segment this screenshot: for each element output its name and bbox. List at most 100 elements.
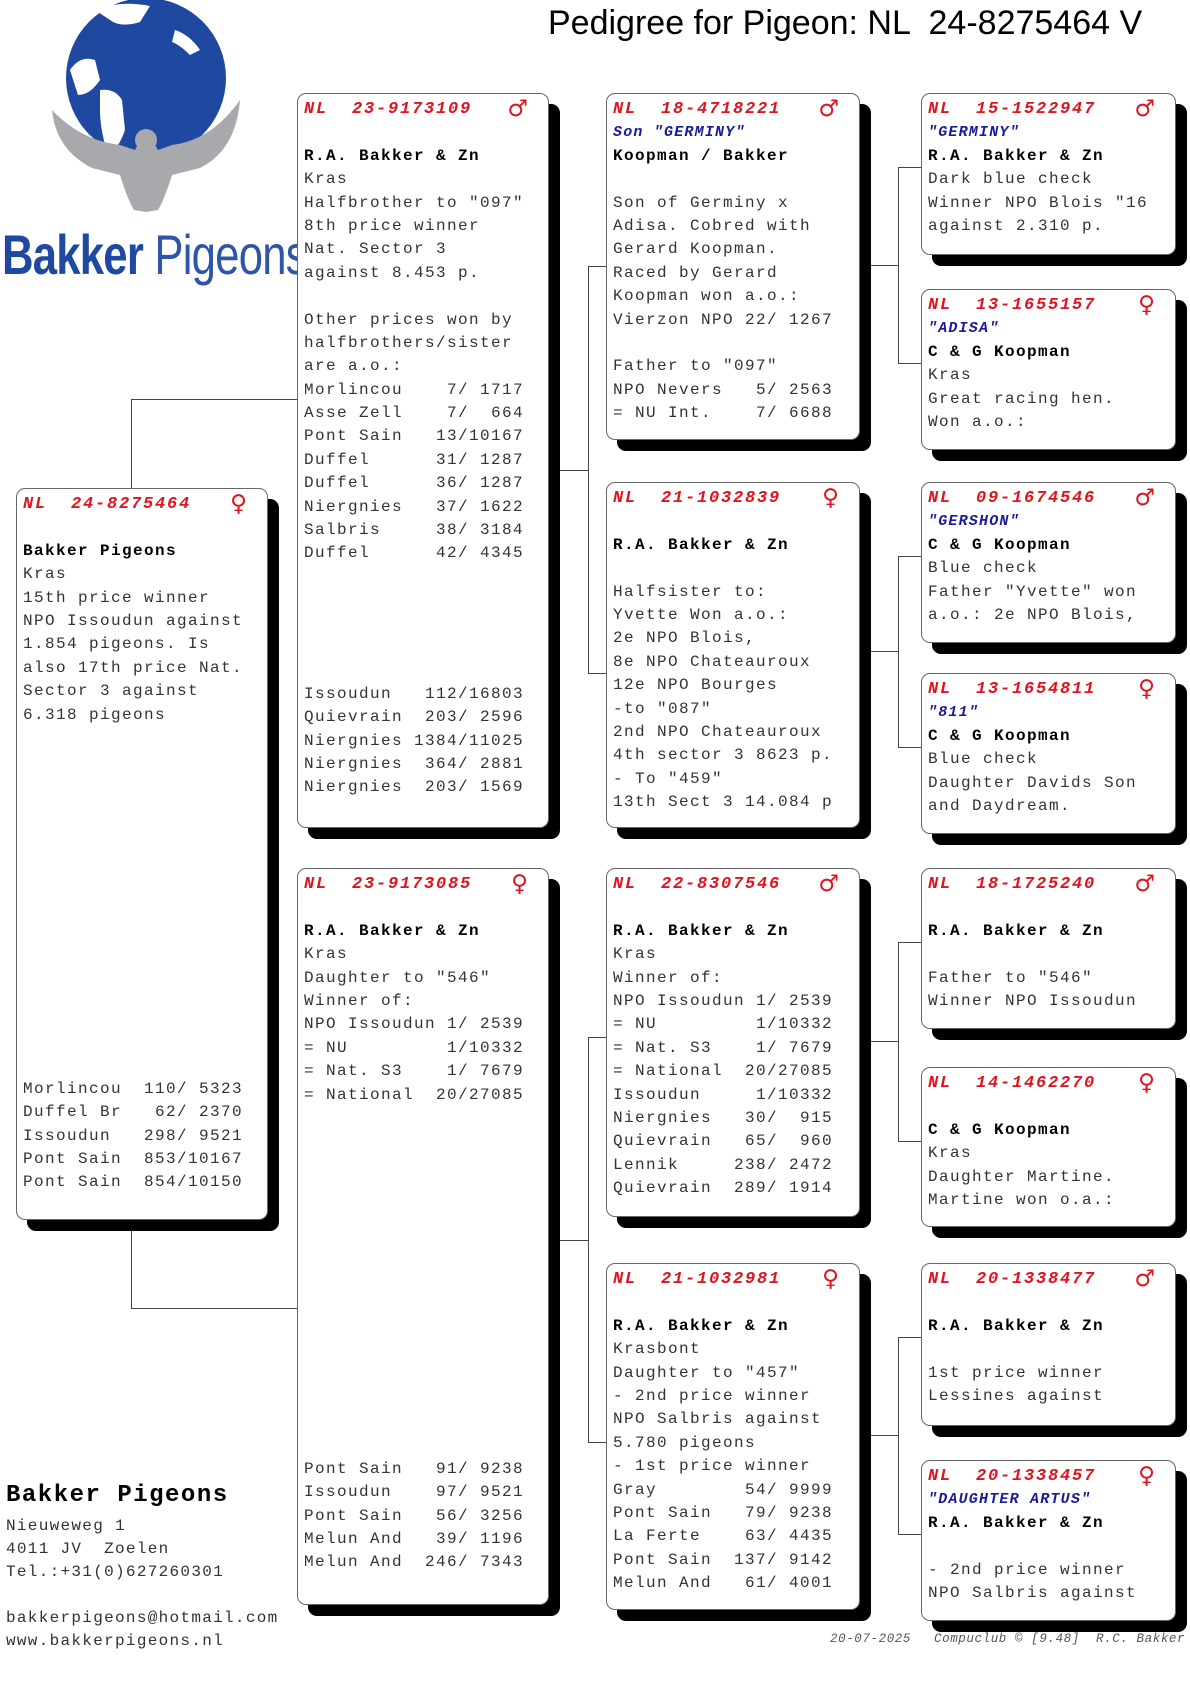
pigeon-info-line xyxy=(613,332,853,355)
pigeon-info-line: Kras xyxy=(928,1144,973,1163)
pedigree-connector-line xyxy=(588,1442,606,1443)
pigeon-info-line: Blue check xyxy=(928,559,1039,578)
pigeon-info-line: Gerard Koopman. xyxy=(613,240,779,259)
page-title: Pedigree for Pigeon: NL 24-8275464 V xyxy=(548,4,1143,42)
pigeon-info-line: Asse Zell 7/ 664 xyxy=(304,404,525,423)
pigeon-info-line: Niergnies 1384/11025 xyxy=(304,731,525,750)
pigeon-info-line: Dark blue check xyxy=(928,170,1094,189)
pedigree-connector-line xyxy=(898,167,921,168)
pedigree-connector-line xyxy=(898,1534,921,1535)
pigeon-info-line: Daughter Martine. xyxy=(928,1167,1116,1186)
pigeon-name: "ADISA" xyxy=(928,320,1000,338)
pedigree-connector-line xyxy=(898,363,921,364)
pigeon-info-line: - To "459" xyxy=(613,769,724,788)
pigeon-info-line: 15th price winner xyxy=(23,588,211,607)
pigeon-info-line: Duffel Br 62/ 2370 xyxy=(23,1103,244,1122)
pigeon-info-line: = NU 1/10332 xyxy=(613,1015,834,1034)
owner-name: C & G Koopman xyxy=(928,726,1072,745)
pigeon-info-line: Kras xyxy=(23,565,68,584)
pigeon-info-line xyxy=(23,797,261,820)
pigeon-info-line: 1st price winner xyxy=(928,1363,1105,1382)
pigeon-info-line: Pont Sain 853/10167 xyxy=(23,1149,244,1168)
pigeon-card[interactable]: NL 21-1032981 ♀ R.A. Bakker & Zn Krasbont Da… xyxy=(606,1263,860,1610)
pigeon-info-line: are a.o.: xyxy=(304,357,404,376)
pedigree-connector-line xyxy=(560,470,588,471)
female-symbol-icon: ♀ xyxy=(822,1266,839,1292)
pedigree-connector-line xyxy=(131,399,132,488)
pedigree-connector-line xyxy=(871,651,898,652)
male-symbol-icon: ♂ xyxy=(818,871,839,897)
ring-number: NL 23-9173085 xyxy=(304,875,473,894)
male-symbol-icon: ♂ xyxy=(1134,485,1155,511)
pigeon-info-line xyxy=(304,1271,542,1294)
pigeon-info-line xyxy=(23,984,261,1007)
pigeon-card[interactable]: NL 22-8307546 ♂ R.A. Bakker & Zn Kras Winner… xyxy=(606,868,860,1217)
ring-number: NL 22-8307546 xyxy=(613,875,782,894)
pigeon-info-line: - 2nd price winner xyxy=(928,1560,1127,1579)
contact-email[interactable]: bakkerpigeons@hotmail.com xyxy=(6,1609,279,1627)
owner-name: Koopman / Bakker xyxy=(613,146,790,165)
pigeon-card[interactable]: NL 20-1338477 ♂ R.A. Bakker & Zn 1st price … xyxy=(921,1263,1176,1426)
pigeon-info-line: 5.780 pigeons xyxy=(613,1433,757,1452)
pigeon-info-line: Morlincou 7/ 1717 xyxy=(304,380,525,399)
pigeon-card[interactable]: NL 09-1674546 ♂ "GERSHON" C & G Koopman Blue… xyxy=(921,482,1176,643)
female-symbol-icon: ♀ xyxy=(822,485,839,511)
pedigree-connector-line xyxy=(588,266,606,267)
pedigree-connector-line xyxy=(898,1337,899,1534)
pigeon-info-line: Niergnies 364/ 2881 xyxy=(304,754,525,773)
pigeon-info-line: Daughter to "546" xyxy=(304,968,492,987)
pedigree-connector-line xyxy=(898,556,899,747)
pigeon-name: Son "GERMINY" xyxy=(613,124,746,142)
pigeon-info-line xyxy=(304,1200,542,1223)
ring-number: NL 09-1674546 xyxy=(928,489,1097,508)
ring-number: NL 13-1654811 xyxy=(928,680,1097,699)
pigeon-info-line xyxy=(23,891,261,914)
pigeon-info-line xyxy=(23,820,261,843)
pigeon-info-line xyxy=(23,1054,261,1077)
pigeon-info-line xyxy=(304,1317,542,1340)
pigeon-info-line xyxy=(304,1177,542,1200)
pedigree-connector-line xyxy=(131,1220,132,1308)
owner-name: R.A. Bakker & Zn xyxy=(613,535,790,554)
pigeon-info-line: 2nd NPO Chateauroux xyxy=(613,722,823,741)
pedigree-connector-line xyxy=(898,556,921,557)
pigeon-info-line: NPO Nevers 5/ 2563 xyxy=(613,380,834,399)
contact-website[interactable]: www.bakkerpigeons.nl xyxy=(6,1632,225,1650)
pedigree-connector-line xyxy=(898,747,921,748)
pigeon-info-line: - 1st price winner xyxy=(613,1457,812,1476)
pigeon-info-line: Issoudun 1/10332 xyxy=(613,1085,834,1104)
pigeon-card[interactable]: NL 23-9173109 ♂ R.A. Bakker & Zn Kras Halfbr… xyxy=(297,93,549,828)
owner-name: R.A. Bakker & Zn xyxy=(304,921,481,940)
pigeon-info-line: Melun And 246/ 7343 xyxy=(304,1553,525,1572)
male-symbol-icon: ♂ xyxy=(1134,871,1155,897)
pigeon-card[interactable]: NL 18-1725240 ♂ R.A. Bakker & Zn Father to … xyxy=(921,868,1176,1029)
pigeon-card[interactable]: NL 13-1654811 ♀ "811" C & G Koopman Blue che… xyxy=(921,673,1176,834)
pigeon-info-line: Niergnies 203/ 1569 xyxy=(304,778,525,797)
pigeon-card[interactable]: NL 15-1522947 ♂ "GERMINY" R.A. Bakker & Zn D… xyxy=(921,93,1176,255)
pigeon-info-line: = Nat. S3 1/ 7679 xyxy=(613,1038,834,1057)
pigeon-card[interactable]: NL 13-1655157 ♀ "ADISA" C & G Koopman Kras Gr… xyxy=(921,289,1176,450)
pigeon-card[interactable]: NL 20-1338457 ♀ "DAUGHTER ARTUS" R.A. Bakke… xyxy=(921,1460,1176,1621)
pigeon-info-line: Duffel 42/ 4345 xyxy=(304,544,525,563)
pigeon-card[interactable]: NL 14-1462270 ♀ C & G Koopman Kras Daughter … xyxy=(921,1067,1176,1227)
owner-name: R.A. Bakker & Zn xyxy=(928,1513,1105,1532)
pigeon-info-line: Raced by Gerard xyxy=(613,263,779,282)
pigeon-info-line: Duffel 36/ 1287 xyxy=(304,474,525,493)
owner-name: C & G Koopman xyxy=(928,1120,1072,1139)
female-symbol-icon: ♀ xyxy=(1138,676,1155,702)
pigeon-card[interactable]: NL 24-8275464 ♀ Bakker Pigeons Kras 15th pri… xyxy=(16,488,268,1220)
female-symbol-icon: ♀ xyxy=(1138,1070,1155,1096)
pigeon-info-line: against 8.453 p. xyxy=(304,263,481,282)
pedigree-connector-line xyxy=(871,1041,898,1042)
pigeon-info-line: Pont Sain 854/10150 xyxy=(23,1173,244,1192)
pigeon-info-line xyxy=(23,937,261,960)
pigeon-info-line: Niergnies 37/ 1622 xyxy=(304,497,525,516)
pedigree-connector-line xyxy=(588,673,606,674)
pigeon-card[interactable]: NL 21-1032839 ♀ R.A. Bakker & Zn Halfsister… xyxy=(606,482,860,828)
pedigree-connector-line xyxy=(898,1141,921,1142)
pigeon-card[interactable]: NL 23-9173085 ♀ R.A. Bakker & Zn Kras Daught… xyxy=(297,868,549,1605)
pigeon-info-line xyxy=(304,613,542,636)
pigeon-info-line: Kras xyxy=(304,170,349,189)
pigeon-card[interactable]: NL 18-4718221 ♂ Son "GERMINY" Koopman / Bak… xyxy=(606,93,860,440)
pigeon-info-line: Krasbont xyxy=(613,1340,702,1359)
